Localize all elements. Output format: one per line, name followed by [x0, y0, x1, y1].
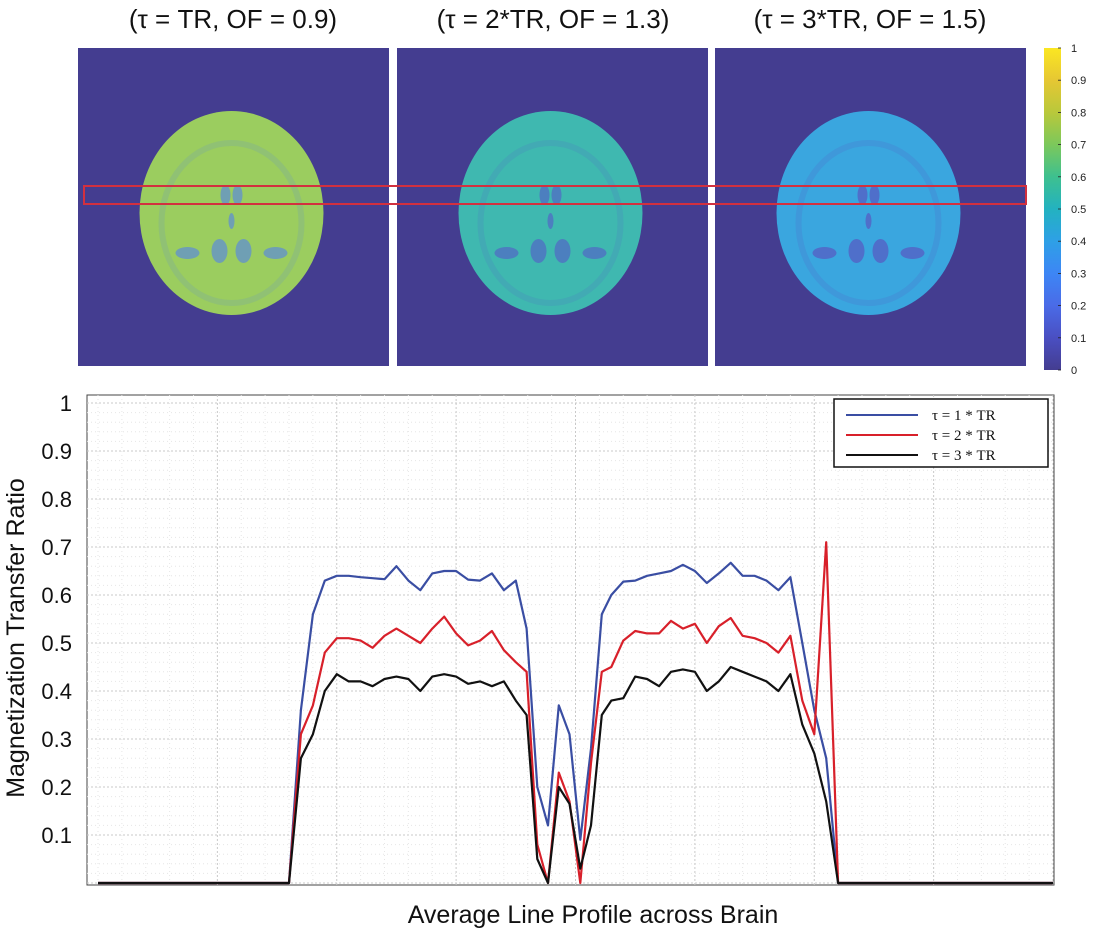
y-tick-label: 0.4	[41, 679, 72, 704]
ventricle	[263, 247, 288, 259]
colorbar-tick-label: 0.1	[1071, 333, 1086, 345]
legend: τ = 1 * TR τ = 2 * TR τ = 3 * TR	[833, 398, 1049, 468]
colorbar-tick-label: 1	[1071, 43, 1077, 55]
legend-label-2: τ = 2 * TR	[932, 428, 996, 444]
roi-rectangle	[83, 185, 1027, 205]
ventricle	[220, 185, 231, 205]
colorbar-tick-label: 0.6	[1071, 172, 1086, 184]
ventricle	[494, 247, 519, 259]
brain-texture	[477, 140, 624, 306]
ventricle	[551, 185, 562, 205]
x-axis-label: Average Line Profile across Brain	[408, 901, 779, 929]
colorbar: 0 0.1 0.2 0.3 0.4 0.5 0.6 0.7 0.8 0.9 1	[1044, 43, 1086, 377]
legend-label-1: τ = 1 * TR	[932, 408, 996, 424]
ventricle	[857, 185, 868, 205]
ventricle	[872, 239, 889, 263]
y-tick-label: 0.5	[41, 631, 72, 656]
heatmap-panel-3	[715, 48, 1026, 366]
colorbar-tick-label: 0.5	[1071, 204, 1086, 216]
ventricle	[582, 247, 607, 259]
y-tick-label: 0.2	[41, 775, 72, 800]
plot-lines	[98, 541, 1053, 885]
y-tick-label: 0.7	[41, 535, 72, 560]
heatmap-panel-2	[397, 48, 708, 366]
colorbar-tick-label: 0.2	[1071, 301, 1086, 313]
panel-title-1: (τ = TR, OF = 0.9)	[129, 4, 337, 34]
y-tick-label: 0.8	[41, 487, 72, 512]
ventricle	[812, 247, 837, 259]
ventricle	[232, 185, 243, 205]
y-tick-label: 0.3	[41, 727, 72, 752]
ventricle	[900, 247, 925, 259]
panel-title-2: (τ = 2*TR, OF = 1.3)	[437, 4, 670, 34]
colorbar-tick-label: 0.3	[1071, 268, 1086, 280]
y-axis-label: Magnetization Transfer Ratio	[2, 478, 30, 798]
colorbar-tick-label: 0.9	[1071, 75, 1086, 87]
ventricle	[211, 239, 228, 263]
colorbar-bar	[1044, 48, 1061, 370]
y-tick-label: 0.9	[41, 439, 72, 464]
brain-texture	[158, 140, 305, 306]
ventricle	[175, 247, 200, 259]
legend-label-3: τ = 3 * TR	[932, 448, 996, 464]
colorbar-tick-label: 0.4	[1071, 236, 1086, 248]
heatmap-panel-1	[78, 48, 389, 366]
ventricle	[865, 213, 872, 229]
ventricle	[869, 185, 880, 205]
ventricle	[547, 213, 554, 229]
series-line-2	[98, 541, 1053, 885]
panel-title-3: (τ = 3*TR, OF = 1.5)	[754, 4, 987, 34]
ventricle	[539, 185, 550, 205]
series-line-3	[98, 665, 1053, 885]
colorbar-tick-label: 0.8	[1071, 107, 1086, 119]
ventricle	[228, 213, 235, 229]
brain-texture	[795, 140, 942, 306]
y-tick-label: 1	[60, 391, 72, 416]
series-line-1	[98, 561, 1053, 885]
plot-grid	[87, 395, 1054, 885]
colorbar-tick-label: 0.7	[1071, 140, 1086, 152]
ventricle	[554, 239, 571, 263]
y-ticks: 0.1 0.2 0.3 0.4 0.5 0.6 0.7 0.8 0.9 1	[41, 391, 72, 848]
y-tick-label: 0.1	[41, 823, 72, 848]
colorbar-tick-label: 0	[1071, 365, 1077, 377]
ventricle	[530, 239, 547, 263]
heatmap-panels	[78, 48, 1026, 366]
ventricle	[848, 239, 865, 263]
y-tick-label: 0.6	[41, 583, 72, 608]
ventricle	[235, 239, 252, 263]
